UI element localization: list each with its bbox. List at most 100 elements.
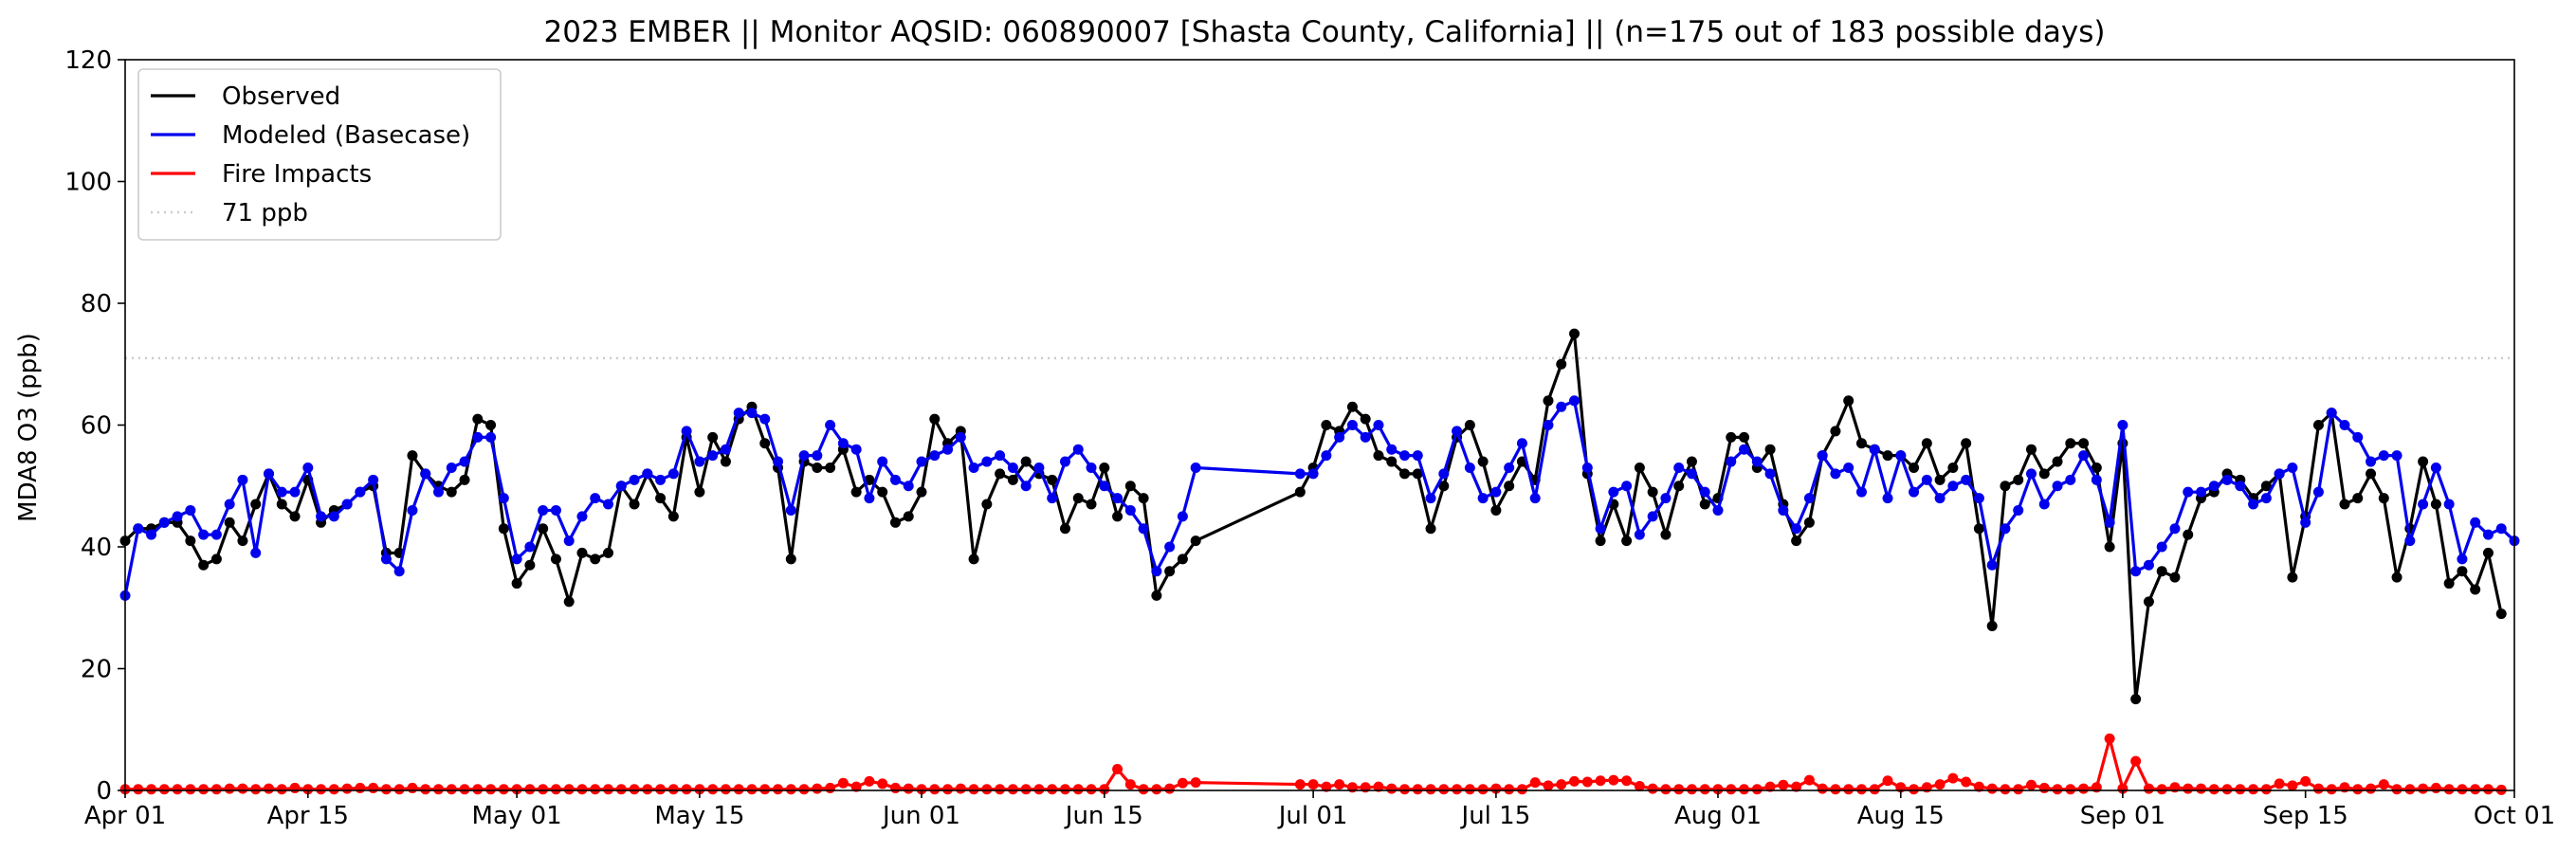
- x-tick-label: Oct 01: [2474, 802, 2555, 830]
- data-point: [498, 493, 509, 504]
- data-point: [1686, 456, 1697, 467]
- data-point: [2326, 784, 2337, 795]
- data-point: [1947, 772, 1959, 784]
- data-point: [759, 438, 771, 449]
- data-point: [1569, 395, 1580, 407]
- data-point: [2143, 559, 2154, 571]
- data-point: [785, 504, 796, 516]
- data-point: [2391, 784, 2402, 795]
- data-point: [538, 504, 549, 516]
- data-point: [1033, 462, 1045, 473]
- data-point: [2038, 468, 2050, 480]
- data-point: [2065, 784, 2076, 795]
- data-point: [1764, 444, 1776, 455]
- data-point: [2470, 517, 2481, 528]
- data-point: [2260, 493, 2272, 504]
- data-point: [825, 462, 836, 473]
- data-point: [1504, 784, 1515, 795]
- data-point: [1581, 776, 1593, 788]
- data-point: [224, 499, 235, 510]
- data-point: [1973, 493, 1984, 504]
- data-point: [316, 784, 327, 795]
- data-point: [1007, 462, 1018, 473]
- data-point: [877, 778, 888, 789]
- data-point: [2000, 523, 2011, 535]
- data-point: [1124, 504, 1136, 516]
- data-point: [2300, 517, 2311, 528]
- data-point: [1294, 486, 1306, 498]
- data-point: [550, 504, 561, 516]
- data-point: [511, 554, 522, 565]
- data-point: [393, 566, 405, 577]
- data-point: [2418, 456, 2429, 467]
- data-point: [1986, 559, 1998, 571]
- data-point: [1909, 486, 1920, 498]
- data-point: [694, 784, 705, 795]
- data-point: [864, 775, 875, 787]
- data-point: [2169, 572, 2181, 583]
- data-point: [328, 784, 339, 795]
- data-point: [1373, 450, 1384, 462]
- data-point: [1673, 462, 1685, 473]
- data-point: [1151, 784, 1162, 795]
- data-point: [1803, 493, 1815, 504]
- y-tick-label: 0: [96, 777, 112, 806]
- data-point: [1360, 431, 1371, 443]
- data-point: [864, 474, 875, 485]
- data-point: [446, 462, 457, 473]
- data-point: [498, 523, 509, 535]
- data-point: [929, 784, 941, 795]
- data-point: [1882, 450, 1893, 462]
- y-tick-label: 20: [81, 656, 112, 684]
- data-point: [1086, 462, 1097, 473]
- data-point: [302, 784, 314, 795]
- data-point: [1099, 784, 1110, 795]
- data-point: [2183, 529, 2194, 540]
- data-point: [1307, 468, 1319, 480]
- data-point: [2130, 755, 2142, 767]
- data-point: [877, 486, 888, 498]
- data-point: [172, 784, 183, 795]
- x-tick-label: Aug 01: [1674, 802, 1762, 830]
- data-point: [2104, 517, 2115, 528]
- data-point: [1464, 462, 1475, 473]
- data-point: [2104, 541, 2115, 553]
- data-point: [1869, 784, 1880, 795]
- data-point: [681, 426, 692, 437]
- data-point: [1647, 511, 1658, 522]
- data-point: [1047, 493, 1058, 504]
- data-point: [158, 517, 170, 528]
- data-point: [1947, 462, 1959, 473]
- data-point: [812, 450, 823, 462]
- data-point: [550, 784, 561, 795]
- data-point: [420, 784, 431, 795]
- legend-box: [137, 68, 502, 241]
- data-point: [720, 444, 731, 455]
- data-point: [2156, 566, 2167, 577]
- data-point: [1855, 784, 1867, 795]
- data-point: [1751, 456, 1763, 467]
- data-point: [1190, 462, 1201, 473]
- data-point: [2169, 523, 2181, 535]
- data-point: [1373, 420, 1384, 430]
- data-point: [263, 783, 274, 794]
- data-point: [472, 431, 484, 443]
- data-point: [538, 523, 549, 535]
- data-point: [1803, 517, 1815, 528]
- data-point: [2052, 784, 2063, 795]
- data-point: [2404, 535, 2416, 547]
- data-point: [2117, 420, 2128, 430]
- data-point: [2470, 584, 2481, 595]
- data-point: [368, 474, 379, 485]
- data-point: [1529, 777, 1541, 789]
- data-point: [995, 784, 1006, 795]
- data-point: [1830, 784, 1841, 795]
- data-point: [1543, 395, 1554, 407]
- data-point: [1986, 621, 1998, 632]
- data-point: [407, 782, 418, 793]
- data-point: [1543, 420, 1554, 430]
- data-point: [472, 784, 484, 795]
- data-point: [1581, 462, 1593, 473]
- data-point: [929, 450, 941, 462]
- data-point: [1164, 566, 1176, 577]
